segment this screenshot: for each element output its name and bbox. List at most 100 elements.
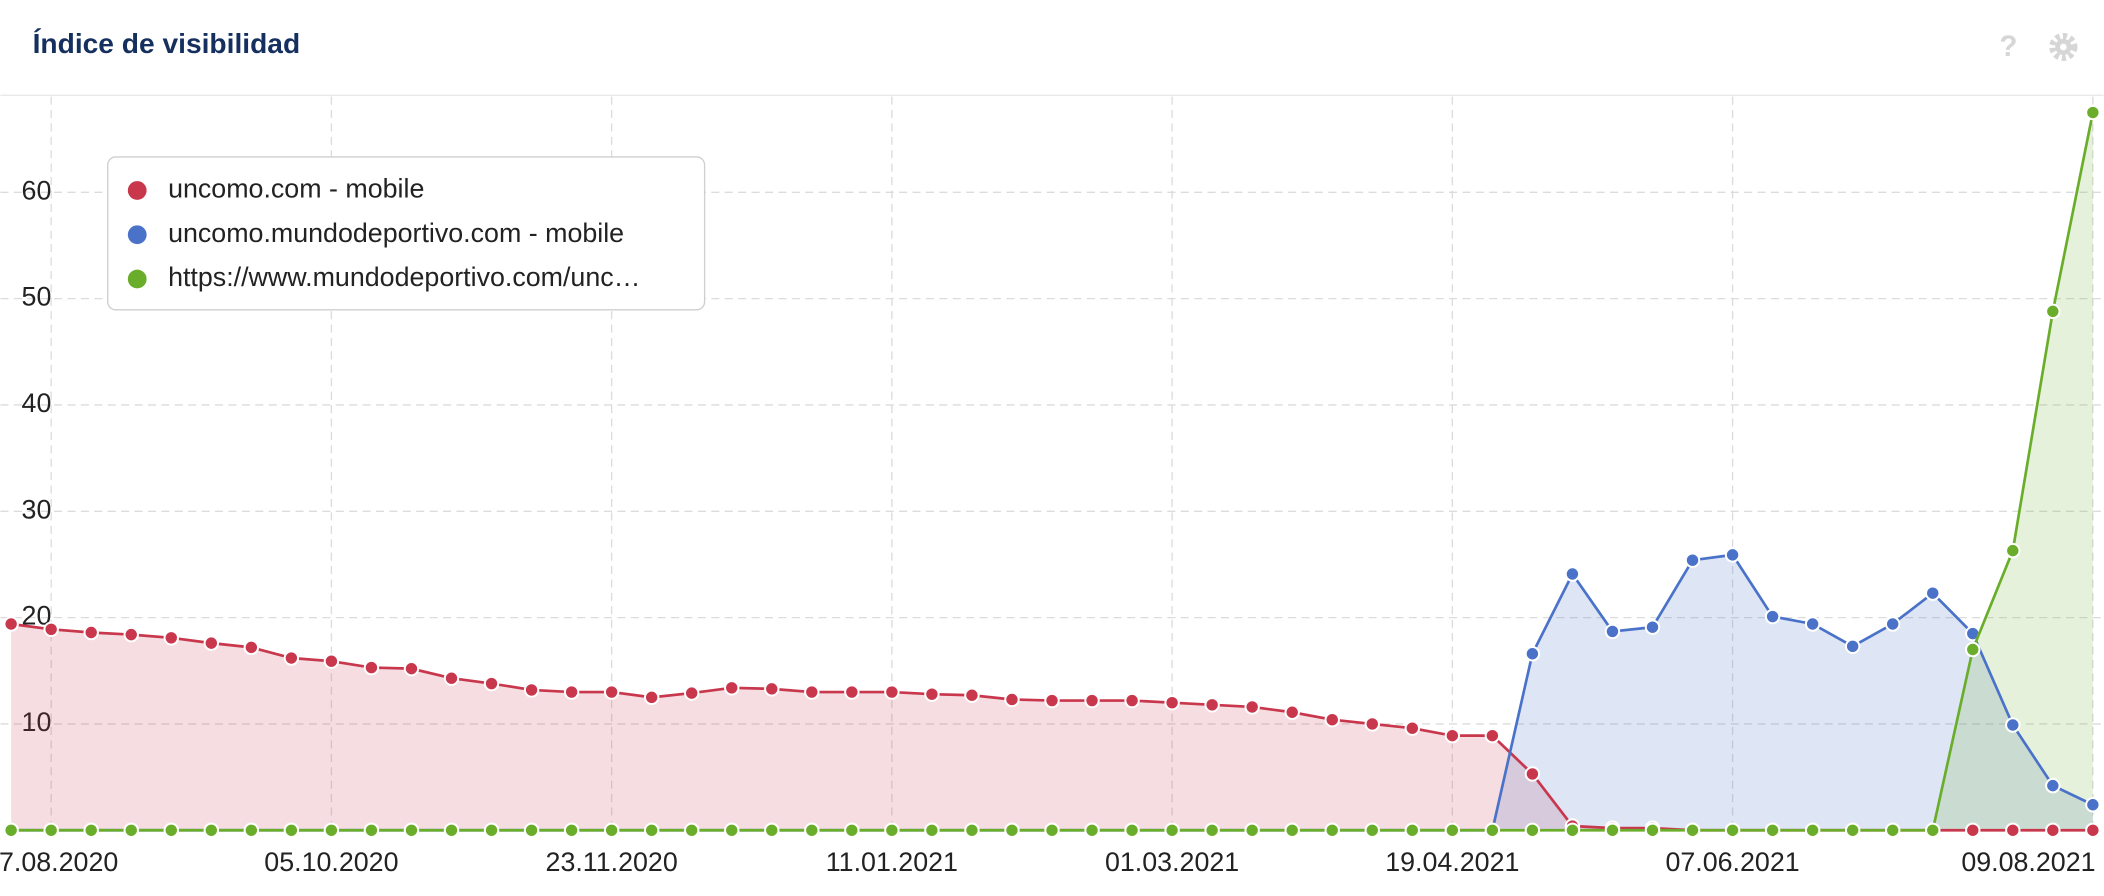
data-point (1284, 704, 1300, 720)
data-point (1404, 822, 1421, 838)
data-point (1444, 822, 1461, 838)
data-point (1244, 822, 1260, 838)
data-point (2085, 797, 2101, 813)
data-point (523, 822, 540, 838)
widget-title: Índice de visibilidad (33, 28, 301, 59)
data-point (403, 822, 420, 838)
data-point (163, 822, 179, 838)
x-tick-label: 05.10.2020 (264, 847, 398, 877)
data-point (1684, 552, 1701, 568)
legend-label: https://www.mundodeportivo.com/unc… (168, 262, 640, 292)
data-point (1524, 646, 1541, 662)
data-point (724, 680, 740, 696)
data-point (924, 686, 940, 702)
svg-text:?: ? (1999, 30, 2017, 63)
data-point (1044, 692, 1060, 709)
data-point (1164, 822, 1180, 838)
data-point (1444, 727, 1461, 744)
data-point (1684, 822, 1701, 838)
data-point (1484, 727, 1501, 744)
data-point (1124, 692, 1140, 709)
data-point (2045, 303, 2061, 320)
data-point (1084, 822, 1100, 838)
data-point (1804, 616, 1821, 632)
data-point (1925, 822, 1941, 838)
data-point (844, 822, 860, 838)
x-tick-label: 17.08.2020 (0, 847, 118, 877)
data-point (1244, 699, 1260, 715)
data-point (643, 689, 660, 706)
data-point (3, 822, 19, 838)
y-tick-label: 40 (22, 388, 52, 418)
data-point (1764, 608, 1781, 625)
data-point (283, 822, 300, 838)
data-point (283, 650, 300, 666)
data-point (363, 659, 380, 676)
data-point (1324, 822, 1340, 838)
data-point (1644, 822, 1661, 838)
data-point (243, 639, 260, 656)
data-point (363, 822, 380, 838)
data-point (1404, 720, 1421, 736)
series-area (11, 554, 2093, 831)
data-point (83, 624, 99, 641)
help-icon[interactable]: ? (1999, 30, 2017, 63)
data-point (3, 616, 19, 632)
data-point (2005, 717, 2021, 733)
data-point (1084, 692, 1100, 709)
data-point (964, 822, 980, 838)
data-point (1804, 822, 1821, 838)
x-tick-label: 09.08.2021 (1961, 847, 2095, 877)
settings-icon[interactable] (2049, 32, 2078, 62)
data-point (2045, 822, 2061, 838)
data-point (1284, 822, 1300, 838)
legend-label: uncomo.com - mobile (168, 174, 424, 204)
x-tick-label: 07.06.2021 (1665, 847, 1799, 877)
data-point (603, 822, 620, 838)
data-point (1004, 822, 1020, 838)
x-tick-label: 23.11.2020 (546, 847, 678, 877)
series-area (11, 623, 2093, 831)
data-point (724, 822, 740, 838)
legend-marker (127, 269, 147, 289)
data-point (1524, 822, 1541, 838)
data-point (1124, 822, 1140, 838)
data-point (243, 822, 260, 838)
data-point (83, 822, 99, 838)
data-point (123, 822, 139, 838)
data-point (1884, 616, 1901, 632)
data-point (443, 822, 460, 838)
data-point (403, 660, 420, 677)
data-point (203, 635, 220, 651)
data-point (764, 681, 780, 697)
data-point (683, 822, 700, 838)
x-tick-label: 01.03.2021 (1105, 847, 1239, 877)
data-point (1724, 547, 1741, 563)
data-point (483, 822, 500, 838)
data-point (1484, 822, 1501, 838)
data-point (2005, 822, 2021, 838)
data-point (764, 822, 780, 838)
data-point (1324, 711, 1340, 728)
data-point (1844, 638, 1861, 655)
data-point (1604, 822, 1621, 838)
legend: uncomo.com - mobile uncomo.mundodeportivo… (107, 156, 706, 311)
data-point (323, 822, 340, 838)
data-point (1004, 691, 1020, 708)
data-point (1044, 822, 1060, 838)
data-point (1204, 697, 1220, 713)
data-point (683, 685, 700, 701)
data-point (203, 822, 220, 838)
data-point (2085, 822, 2101, 838)
data-point (43, 822, 59, 838)
x-tick-label: 19.04.2021 (1385, 847, 1519, 877)
data-point (924, 822, 940, 838)
data-point (1925, 585, 1941, 601)
data-point (2045, 777, 2061, 794)
data-point (163, 630, 179, 646)
data-point (2085, 104, 2101, 121)
data-point (1604, 623, 1621, 640)
data-point (1724, 822, 1741, 838)
data-point (323, 653, 340, 669)
